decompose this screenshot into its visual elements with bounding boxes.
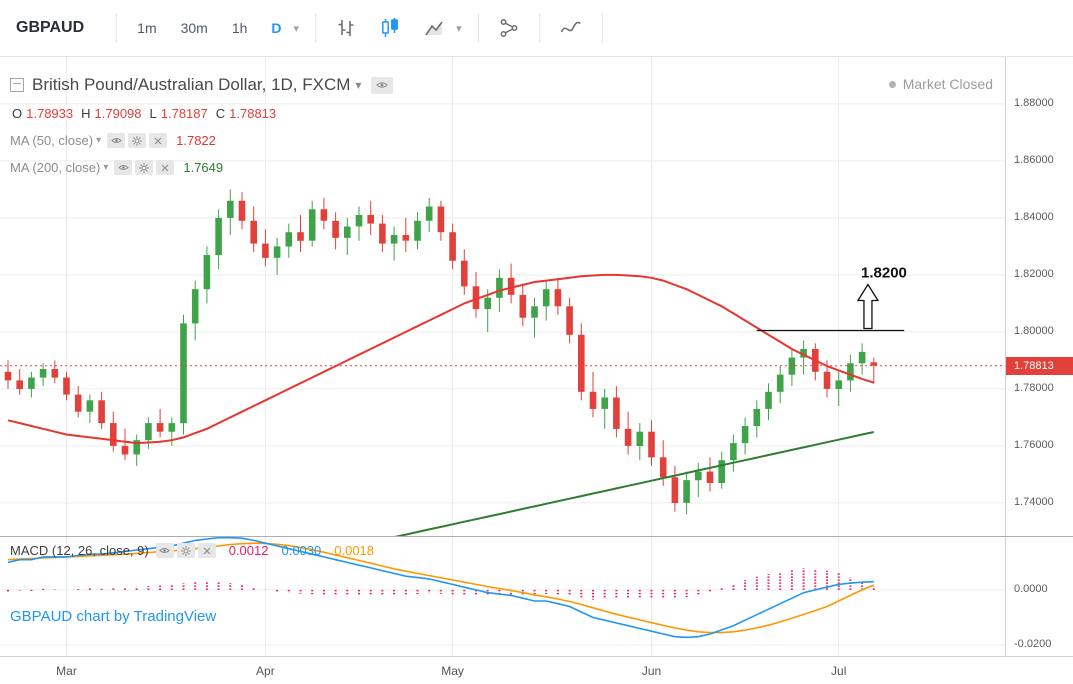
price-tick: 1.78000 — [1014, 382, 1054, 394]
time-tick-May: May — [441, 664, 464, 678]
toolbar-divider — [315, 13, 317, 43]
macd-line-value: 0.0030 — [281, 543, 322, 558]
price-tick: 1.84000 — [1014, 211, 1054, 223]
chevron-down-icon[interactable]: ▾ — [96, 135, 102, 146]
ma200-row: MA (200, close) ▾ 1.7649 — [10, 154, 393, 181]
time-tick-Jul: Jul — [831, 664, 847, 678]
ma200-label[interactable]: MA (200, close) — [10, 160, 101, 175]
macd-chart[interactable] — [0, 536, 1005, 656]
macd-legend: MACD (12, 26, close, 9) 0.0012 0.0030 0.… — [10, 543, 374, 558]
bars-chart-icon[interactable] — [331, 9, 361, 47]
price-tick: 1.88000 — [1014, 97, 1054, 109]
pane-separator[interactable] — [0, 536, 1073, 537]
macd-hist-value: 0.0012 — [228, 543, 269, 558]
annotation-arrow[interactable] — [856, 283, 880, 330]
chart-title[interactable]: British Pound/Australian Dollar, 1D, FXC… — [32, 75, 351, 94]
market-status-label: Market Closed — [902, 76, 993, 92]
macd-line — [7, 536, 874, 639]
interval-button-1m[interactable]: 1m — [137, 20, 157, 36]
macd-signal-line — [7, 542, 875, 634]
status-dot — [888, 80, 896, 88]
macd-label[interactable]: MACD (12, 26, close, 9) — [10, 543, 149, 558]
last-price-tag: 1.78813 — [1006, 357, 1073, 375]
ma50-line — [7, 273, 875, 445]
compare-icon[interactable] — [494, 9, 524, 47]
chevron-down-icon[interactable]: ▾ — [456, 22, 462, 35]
ma50-row: MA (50, close) ▾ 1.7822 — [10, 127, 393, 154]
symbol-button[interactable]: GBPAUD — [16, 19, 85, 36]
toolbar-divider — [116, 13, 118, 43]
low-value: 1.78187 — [160, 106, 208, 121]
title-row: British Pound/Australian Dollar, 1D, FXC… — [10, 70, 394, 100]
macd-histogram — [7, 568, 875, 600]
interval-group: 1m 30m 1h D — [125, 14, 293, 42]
curve-line-icon[interactable] — [555, 9, 587, 47]
eye-icon[interactable] — [155, 543, 174, 558]
annotation-label[interactable]: 1.8200 — [861, 265, 907, 282]
macd-signal-value: 0.0018 — [334, 543, 375, 558]
low-label: L — [149, 106, 157, 121]
price-tick: 1.74000 — [1014, 496, 1054, 508]
time-tick-Mar: Mar — [56, 664, 77, 678]
open-label: O — [12, 106, 23, 121]
toolbar-divider — [477, 13, 479, 43]
chart-legend: British Pound/Australian Dollar, 1D, FXC… — [10, 70, 394, 181]
tradingview-attribution[interactable]: GBPAUD chart by TradingView — [10, 608, 217, 625]
close-icon[interactable] — [149, 133, 168, 148]
eye-icon[interactable] — [371, 76, 394, 94]
area-chart-icon[interactable] — [419, 9, 449, 47]
market-status: Market Closed — [888, 76, 993, 92]
ma200-line — [394, 431, 875, 536]
ohlc-row: O 1.78933 H 1.79098 L 1.78187 C 1.78813 — [10, 100, 393, 127]
close-icon[interactable] — [156, 160, 175, 175]
price-chart[interactable]: 1.8200 — [0, 56, 1005, 536]
time-axis[interactable]: Mar Apr May Jun Jul — [0, 656, 1073, 684]
macd-tick: 0.0000 — [1014, 583, 1048, 595]
price-tick: 1.86000 — [1014, 154, 1054, 166]
high-label: H — [81, 106, 91, 121]
price-tick: 1.82000 — [1014, 268, 1054, 280]
ma200-value: 1.7649 — [183, 160, 224, 175]
chevron-down-icon[interactable]: ▾ — [103, 162, 109, 173]
eye-icon[interactable] — [107, 133, 126, 148]
macd-tick: -0.0200 — [1014, 638, 1052, 650]
macd-pane: MACD (12, 26, close, 9) 0.0012 0.0030 0.… — [0, 536, 1005, 656]
interval-button-1h[interactable]: 1h — [231, 20, 248, 36]
interval-button-D[interactable]: D — [271, 20, 282, 36]
high-value: 1.79098 — [94, 106, 142, 121]
toolbar-divider — [538, 13, 540, 43]
ma50-value: 1.7822 — [176, 133, 216, 148]
eye-icon[interactable] — [114, 160, 133, 175]
close-label: C — [215, 106, 226, 121]
price-pane: 1.8200 British Pound/Australian Dollar, … — [0, 56, 1005, 536]
ma50-label[interactable]: MA (50, close) — [10, 133, 94, 148]
close-icon[interactable] — [197, 543, 216, 558]
interval-button-30m[interactable]: 30m — [180, 20, 208, 36]
price-tick: 1.76000 — [1014, 439, 1054, 451]
price-tick: 1.80000 — [1014, 325, 1054, 337]
candles-layer — [4, 189, 878, 515]
close-value: 1.78813 — [229, 106, 277, 121]
open-value: 1.78933 — [26, 106, 74, 121]
chevron-down-icon[interactable]: ▾ — [293, 22, 300, 35]
gear-icon[interactable] — [176, 543, 195, 558]
time-tick-Apr: Apr — [256, 664, 275, 678]
chevron-down-icon[interactable]: ▾ — [355, 78, 362, 92]
gear-icon[interactable] — [135, 160, 154, 175]
price-axis[interactable]: 1.88000 1.86000 1.84000 1.82000 1.80000 1.780… — [1005, 56, 1073, 656]
collapse-pane-icon[interactable] — [10, 78, 24, 92]
toolbar-divider — [601, 13, 603, 43]
top-toolbar: GBPAUD 1m 30m 1h D ▾ ▾ — [0, 0, 1073, 57]
candlestick-chart-icon[interactable] — [375, 9, 405, 47]
time-tick-Jun: Jun — [641, 664, 662, 678]
gear-icon[interactable] — [128, 133, 147, 148]
